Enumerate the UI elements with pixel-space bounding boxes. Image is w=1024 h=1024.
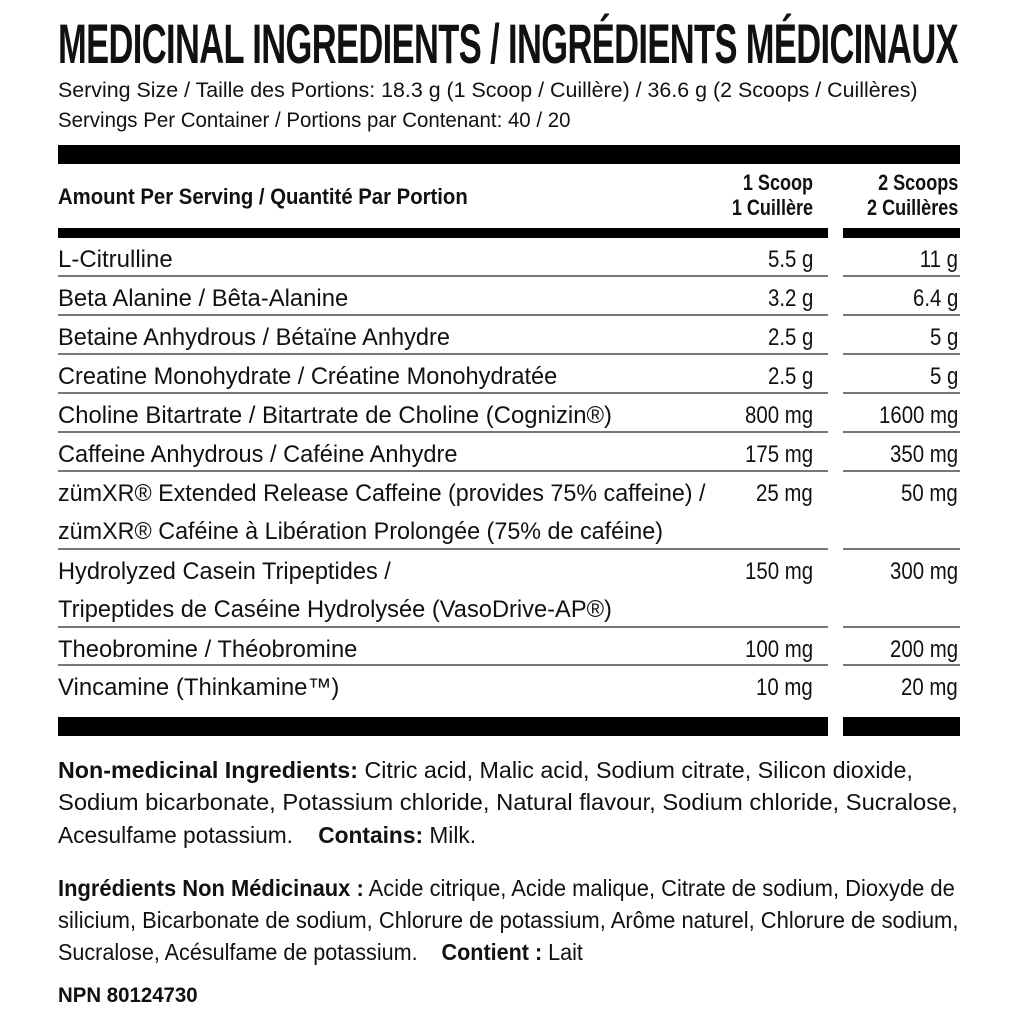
col1-header: 1 Scoop 1 Cuillère xyxy=(732,170,813,220)
row-divider xyxy=(843,392,960,394)
row-divider xyxy=(843,431,960,433)
col1-header-line1: 1 Scoop xyxy=(742,170,813,195)
row-divider xyxy=(58,353,828,355)
ingredient-name: zümXR® Extended Release Caffeine (provid… xyxy=(58,475,725,551)
table-row: Choline Bitartrate / Bitartrate de Choli… xyxy=(0,394,1024,433)
top-rule xyxy=(58,145,960,164)
ingredient-name-line: zümXR® Extended Release Caffeine (provid… xyxy=(58,480,706,507)
ingredient-name: Hydrolyzed Casein Tripeptides / Tripeptid… xyxy=(58,553,620,629)
ingredient-name: Vincamine (Thinkamine™) xyxy=(58,669,340,707)
amount-1-scoop: 2.5 g xyxy=(767,363,813,390)
table-row: Creatine Monohydrate / Créatine Monohydr… xyxy=(0,355,1024,394)
amount-1-scoop: 3.2 g xyxy=(767,285,813,312)
amount-1-scoop: 100 mg xyxy=(744,636,813,663)
amount-2-scoops: 1600 mg xyxy=(878,402,958,429)
amount-1-scoop: 2.5 g xyxy=(767,324,813,351)
ingredient-name-line: L-Citrulline xyxy=(58,246,173,273)
ingredient-name-line: Theobromine / Théobromine xyxy=(58,636,358,663)
row-divider xyxy=(843,470,960,472)
amount-2-scoops: 11 g xyxy=(919,246,958,273)
ingredient-name-line: Choline Bitartrate / Bitartrate de Choli… xyxy=(58,402,612,429)
row-divider xyxy=(843,626,960,628)
amount-2-scoops: 300 mg xyxy=(889,558,958,585)
row-divider xyxy=(58,392,828,394)
table-row: Vincamine (Thinkamine™) 10 mg 20 mg xyxy=(0,666,1024,717)
contient-label: Contient : xyxy=(441,939,543,965)
ingredient-name: Theobromine / Théobromine xyxy=(58,631,360,669)
amount-2-scoops: 50 mg xyxy=(901,480,958,507)
table-row: Caffeine Anhydrous / Caféine Anhydre 175 … xyxy=(0,433,1024,472)
header-rule-left xyxy=(58,228,828,238)
non-medicinal-line-2: Sodium bicarbonate, Potassium chloride, … xyxy=(58,789,958,815)
row-divider xyxy=(843,664,960,666)
header-rule-right xyxy=(843,228,960,238)
contains-label: Contains: xyxy=(318,822,424,848)
amount-1-scoop: 800 mg xyxy=(744,402,813,429)
ingredient-name-line: Caffeine Anhydrous / Caféine Anhydre xyxy=(58,441,458,468)
ingredient-name-line: Betaine Anhydrous / Bétaïne Anhydre xyxy=(58,324,450,351)
row-divider xyxy=(58,431,828,433)
ingredient-name: Choline Bitartrate / Bitartrate de Choli… xyxy=(58,397,616,435)
row-divider xyxy=(58,626,828,628)
ingredient-name-line: zümXR® Caféine à Libération Prolongée (7… xyxy=(58,518,664,545)
bottom-rule-right xyxy=(843,717,960,736)
row-divider xyxy=(58,275,828,277)
col2-header-line1: 2 Scoops xyxy=(877,170,958,195)
row-divider xyxy=(843,275,960,277)
npn-number: NPN 80124730 xyxy=(58,984,198,1007)
ingredient-name-line: Hydrolyzed Casein Tripeptides / xyxy=(58,558,391,585)
servings-per-container: Servings Per Container / Portions par Co… xyxy=(58,109,571,132)
amount-2-scoops: 5 g xyxy=(929,363,958,390)
amount-2-scoops: 20 mg xyxy=(901,674,958,701)
col2-header: 2 Scoops 2 Cuillères xyxy=(867,170,958,220)
amount-2-scoops: 350 mg xyxy=(889,441,958,468)
ingredient-name-line: Vincamine (Thinkamine™) xyxy=(58,674,340,701)
ingredient-name: Betaine Anhydrous / Bétaïne Anhydre xyxy=(58,319,457,357)
ingredient-name: Caffeine Anhydrous / Caféine Anhydre xyxy=(58,436,465,474)
row-divider xyxy=(58,548,828,550)
ingredient-name-line: Beta Alanine / Bêta-Alanine xyxy=(58,285,349,312)
table-row: Beta Alanine / Bêta-Alanine 3.2 g 6.4 g xyxy=(0,277,1024,316)
table-row: L-Citrulline 5.5 g 11 g xyxy=(0,238,1024,277)
row-divider xyxy=(843,548,960,550)
amount-1-scoop: 25 mg xyxy=(756,480,813,507)
col1-header-line2: 1 Cuillère xyxy=(731,195,813,220)
ingredient-name-line: Tripeptides de Caséine Hydrolysée (VasoD… xyxy=(58,596,612,623)
ingredient-name: Creatine Monohydrate / Créatine Monohydr… xyxy=(58,358,566,396)
non-medicinal-fr-line-1: Ingrédients Non Médicinaux : Acide citri… xyxy=(58,875,955,901)
table-row: Theobromine / Théobromine 100 mg 200 mg xyxy=(0,628,1024,666)
non-medicinal-fr-label: Ingrédients Non Médicinaux : xyxy=(58,875,364,901)
row-divider xyxy=(58,470,828,472)
table-row: Betaine Anhydrous / Bétaïne Anhydre 2.5 g… xyxy=(0,316,1024,355)
row-divider xyxy=(843,314,960,316)
page-title: MEDICINAL INGREDIENTS / INGRÉDIENTS MÉDI… xyxy=(58,12,959,75)
amount-1-scoop: 10 mg xyxy=(756,674,813,701)
row-divider xyxy=(58,664,828,666)
row-divider xyxy=(843,353,960,355)
non-medicinal-fr-line-2: silicium, Bicarbonate de sodium, Chlorur… xyxy=(58,907,959,933)
non-medicinal-label: Non-medicinal Ingredients: xyxy=(58,757,358,783)
amount-1-scoop: 150 mg xyxy=(744,558,813,585)
non-medicinal-line-3: Acesulfame potassium. Contains: Milk. xyxy=(58,822,477,848)
amount-1-scoop: 175 mg xyxy=(744,441,813,468)
ingredient-name: L-Citrulline xyxy=(58,241,173,279)
serving-size: Serving Size / Taille des Portions: 18.3… xyxy=(58,79,918,102)
ingredient-name-line: Creatine Monohydrate / Créatine Monohydr… xyxy=(58,363,558,390)
bottom-rule-left xyxy=(58,717,828,736)
row-divider xyxy=(58,314,828,316)
non-medicinal-fr-line-3: Sucralose, Acésulfame de potassium. Cont… xyxy=(58,939,583,965)
ingredient-name: Beta Alanine / Bêta-Alanine xyxy=(58,280,350,318)
amount-per-serving-header: Amount Per Serving / Quantité Par Portio… xyxy=(58,184,468,209)
non-medicinal-line-1: Non-medicinal Ingredients: Citric acid, … xyxy=(58,757,913,783)
col2-header-line2: 2 Cuillères xyxy=(866,195,958,220)
table-row: zümXR® Extended Release Caffeine (provid… xyxy=(0,472,1024,550)
amount-2-scoops: 200 mg xyxy=(889,636,958,663)
amount-2-scoops: 5 g xyxy=(929,324,958,351)
amount-2-scoops: 6.4 g xyxy=(912,285,958,312)
table-row: Hydrolyzed Casein Tripeptides / Tripeptid… xyxy=(0,550,1024,628)
amount-1-scoop: 5.5 g xyxy=(767,246,813,273)
